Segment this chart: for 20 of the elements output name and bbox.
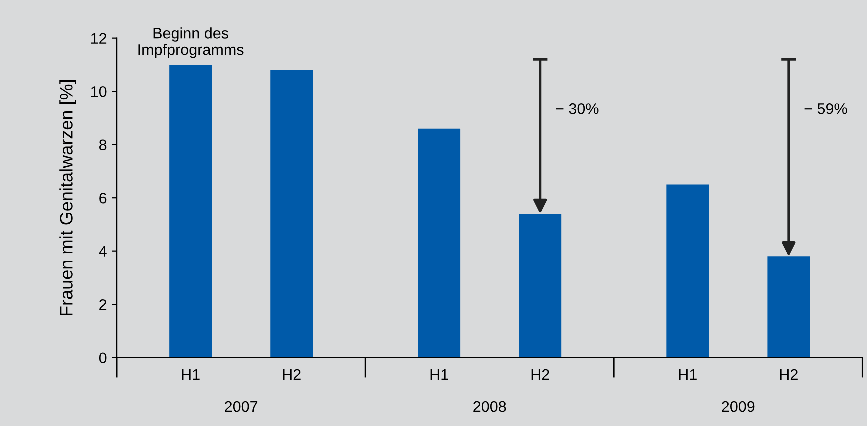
y-tick-label: 10: [91, 86, 107, 98]
x-tick-label: H2: [532, 369, 550, 380]
annotation: Beginn des Impfprogramms: [138, 28, 244, 58]
x-tick-label: H2: [780, 369, 798, 380]
x-tick-label: H1: [430, 370, 448, 380]
y-tick-label: 8: [99, 140, 107, 151]
y-tick-label: 0: [99, 352, 107, 364]
y-tick-label: 12: [91, 33, 107, 44]
x-tick-label: H1: [182, 370, 200, 380]
annotation: − 30%: [556, 104, 599, 114]
text: 2008: [474, 401, 506, 412]
text: 2009: [722, 401, 755, 412]
y-axis-title: Frauen mit Genitalwarzen [%]: [60, 80, 76, 316]
x-tick-label: H1: [679, 370, 697, 380]
y-tick-label: 4: [99, 246, 107, 257]
y-tick-label: 2: [100, 299, 107, 310]
text: 2007: [225, 401, 258, 412]
annotation: − 59%: [804, 104, 848, 114]
x-tick-label: H2: [283, 369, 301, 380]
y-tick-label: 6: [100, 192, 107, 204]
